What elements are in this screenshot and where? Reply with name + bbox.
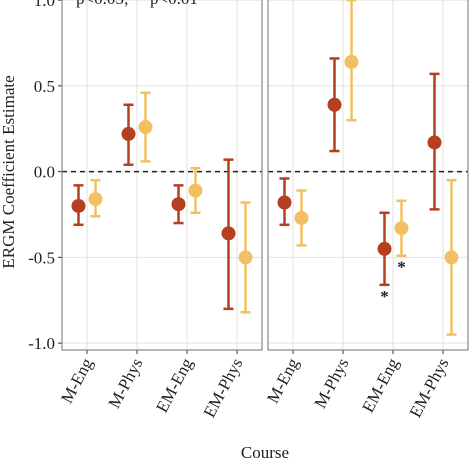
y-tick-label: -0.5 — [28, 248, 55, 267]
point — [221, 226, 236, 241]
x-tick-label: M-Eng — [57, 355, 97, 407]
x-tick-label: M-Eng — [263, 355, 303, 407]
point — [444, 250, 459, 265]
x-tick-label: M-Phys — [310, 355, 352, 411]
significance-label: * — [380, 287, 389, 306]
point — [188, 183, 203, 198]
point — [88, 192, 103, 207]
x-tick-label: EM-Eng — [152, 355, 196, 416]
panel-border — [267, 0, 469, 351]
x-tick-label: EM-Eng — [358, 355, 402, 416]
point — [277, 195, 292, 210]
y-tick-label: 0.0 — [34, 163, 55, 182]
y-tick-label: 0.5 — [34, 77, 55, 96]
significance-label: * — [397, 258, 406, 277]
y-axis-label: ERGM Coefficient Estimate — [0, 75, 18, 268]
point — [344, 54, 359, 69]
point — [171, 197, 186, 212]
point — [327, 97, 342, 112]
point — [238, 250, 253, 265]
x-tick-label: EM-Phys — [200, 355, 247, 421]
point — [427, 135, 442, 150]
point — [377, 241, 392, 256]
note: p<0.05; — [76, 0, 129, 8]
y-tick-label: 1.0 — [34, 0, 55, 10]
y-tick-label: -1.0 — [28, 334, 55, 353]
x-axis-label: Course — [241, 443, 289, 462]
point — [394, 221, 409, 236]
note: p<0.01 — [150, 0, 198, 8]
point — [121, 126, 136, 141]
x-tick-label: EM-Phys — [406, 355, 453, 421]
panel-border — [61, 0, 263, 351]
point — [71, 198, 86, 213]
x-tick-label: M-Phys — [104, 355, 146, 411]
point — [138, 120, 153, 135]
point — [294, 210, 309, 225]
